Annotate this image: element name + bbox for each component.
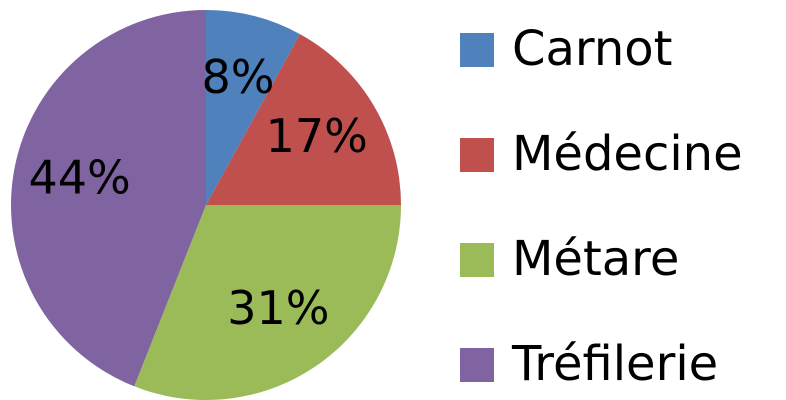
data-label: 44% [28, 150, 130, 204]
legend-swatch [460, 348, 494, 382]
legend-swatch [460, 243, 494, 277]
legend-swatch [460, 33, 494, 67]
data-label: 17% [266, 109, 368, 163]
legend-swatch [460, 138, 494, 172]
pie-slice [134, 205, 402, 400]
data-label: 31% [227, 281, 329, 335]
legend-label: Métare [512, 231, 679, 287]
legend-label: Carnot [512, 21, 672, 77]
pie-slice [206, 10, 300, 205]
pie-slice [10, 10, 206, 387]
legend-label: Médecine [512, 126, 743, 182]
data-label: 8% [202, 50, 275, 104]
pie-slice [206, 34, 401, 206]
legend-label: Tréfilerie [511, 336, 718, 392]
